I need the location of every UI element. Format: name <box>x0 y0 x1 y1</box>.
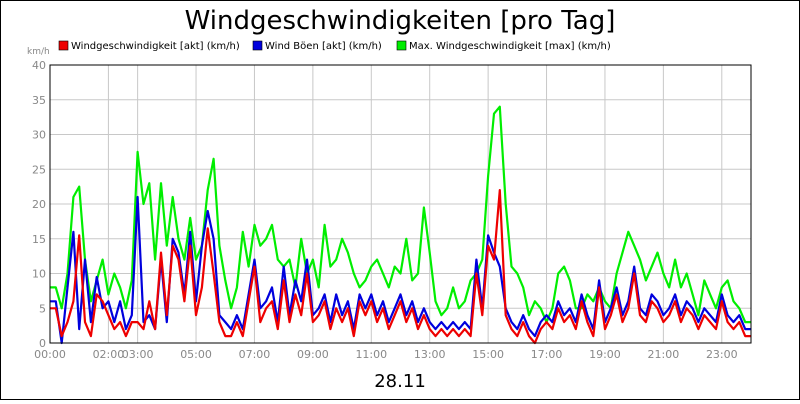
y-tick-label: 40 <box>32 59 46 72</box>
y-axis-ticks: 0 5 10 15 20 25 30 35 40 <box>32 59 46 350</box>
x-tick-label: 15:00 <box>472 348 504 361</box>
x-tick-label: 09:00 <box>297 348 329 361</box>
chart-title: Windgeschwindigkeiten [pro Tag] <box>185 6 616 36</box>
x-tick-label: 13:00 <box>414 348 446 361</box>
series-line-1 <box>50 195 751 345</box>
series-line-2 <box>50 189 751 345</box>
x-tick-label: 03:00 <box>122 348 154 361</box>
legend-label: Max. Windgeschwindigkeit [max] (km/h) <box>409 41 611 52</box>
y-tick-label: 5 <box>39 302 46 315</box>
x-tick-label: 05:00 <box>180 348 212 361</box>
y-tick-label: 25 <box>32 163 46 176</box>
y-tick-label: 30 <box>32 129 46 142</box>
plot-area-border <box>49 64 752 344</box>
legend-swatch <box>396 40 407 51</box>
y-tick-label: 10 <box>32 268 46 281</box>
y-tick-label: 20 <box>32 198 46 211</box>
y-tick-label: 0 <box>39 337 46 350</box>
y-tick-label: 15 <box>32 233 46 246</box>
series-line-0 <box>50 105 751 324</box>
x-tick-label: 02:00 <box>93 348 125 361</box>
legend-label: Wind Böen [akt] (km/h) <box>265 41 382 52</box>
legend: Windgeschwindigkeit [akt] (km/h) Wind Böe… <box>58 40 611 52</box>
x-tick-label: 23:00 <box>706 348 738 361</box>
legend-label: Windgeschwindigkeit [akt] (km/h) <box>71 41 240 52</box>
legend-swatch <box>252 40 263 51</box>
x-tick-label: 11:00 <box>355 348 387 361</box>
x-tick-label: 17:00 <box>531 348 563 361</box>
x-tick-label: 07:00 <box>239 348 271 361</box>
y-axis-unit-label: km/h <box>27 47 50 57</box>
legend-swatch <box>58 40 69 51</box>
x-tick-label: 00:00 <box>34 348 66 361</box>
y-tick-label: 35 <box>32 94 46 107</box>
series-lines <box>50 105 751 345</box>
x-tick-label: 19:00 <box>589 348 621 361</box>
x-tick-label: 21:00 <box>648 348 680 361</box>
x-axis-date-label: 28.11 <box>374 371 426 392</box>
